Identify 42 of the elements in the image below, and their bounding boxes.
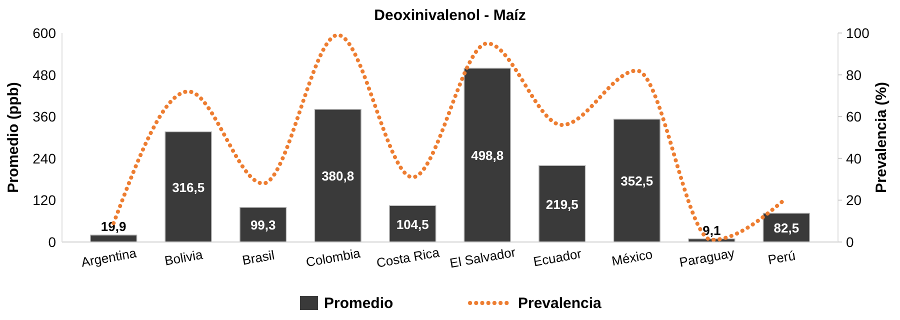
data-label: 99,3 xyxy=(250,218,276,233)
y2-tick-label: 60 xyxy=(846,108,862,125)
data-label: 219,5 xyxy=(546,196,578,212)
y-tick-label: 0 xyxy=(48,234,56,250)
bar xyxy=(464,68,511,242)
bar xyxy=(613,118,660,242)
data-label: 498,8 xyxy=(471,148,504,164)
data-label: 104,5 xyxy=(396,216,429,232)
x-tick-label: México xyxy=(610,246,654,269)
data-label: 316,5 xyxy=(172,180,205,195)
x-tick-label: Perú xyxy=(766,248,796,268)
y2-tick-label: 100 xyxy=(846,25,870,41)
data-label: 380,8 xyxy=(322,168,354,184)
y-tick-label: 480 xyxy=(32,66,56,83)
x-tick-label: Colombia xyxy=(304,245,362,270)
y-tick-label: 120 xyxy=(32,192,56,208)
x-tick-label: Costa Rica xyxy=(375,244,442,270)
data-label: 9,1 xyxy=(702,222,721,238)
bar xyxy=(314,108,362,242)
y2-tick-label: 0 xyxy=(846,234,854,250)
bar xyxy=(164,131,212,242)
y-tick-label: 360 xyxy=(32,108,56,125)
x-tick-label: Paraguay xyxy=(678,245,736,270)
y2-axis-title: Prevalencia (%) xyxy=(873,82,890,193)
bar xyxy=(90,234,138,242)
y-tick-label: 600 xyxy=(32,25,56,41)
y2-tick-label: 80 xyxy=(846,66,862,83)
x-tick-label: El Salvador xyxy=(448,244,518,271)
x-tick-label: Ecuador xyxy=(532,246,584,270)
legend-label: Promedio xyxy=(324,295,394,312)
legend-label: Prevalencia xyxy=(518,295,602,312)
y-tick-label: 240 xyxy=(32,150,56,166)
x-tick-label: Brasil xyxy=(241,247,276,268)
x-tick-label: Argentina xyxy=(80,245,138,270)
y2-tick-label: 20 xyxy=(846,192,862,208)
bar xyxy=(538,165,586,242)
y-axis-title: Promedio (ppb) xyxy=(5,82,22,193)
y2-tick-label: 40 xyxy=(846,150,862,166)
x-tick-label: Bolivia xyxy=(163,246,204,268)
data-label: 82,5 xyxy=(774,220,800,236)
data-label: 352,5 xyxy=(620,174,654,189)
chart-title: Deoxinivalenol - Maíz xyxy=(374,7,526,24)
